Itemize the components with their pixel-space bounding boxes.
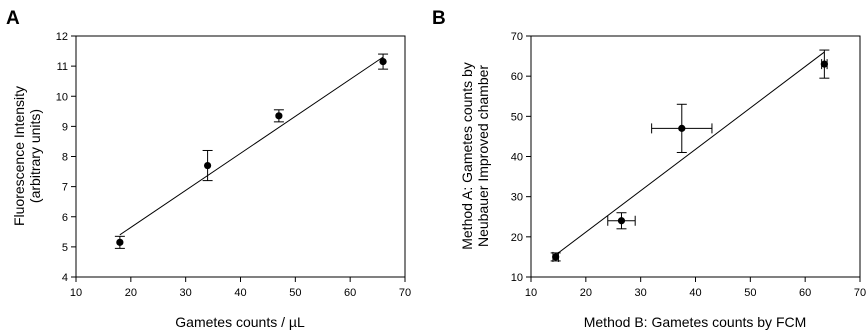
panel-a-x-axis-title: Gametes counts / µL [175, 314, 305, 330]
panel-b-data-point [678, 124, 686, 132]
panel-b-x-axis-title: Method B: Gametes counts by FCM [584, 314, 807, 330]
panel-a-y-tick-label: 12 [56, 31, 68, 43]
panel-b-plot-area [530, 35, 861, 278]
panel-b-data-point [552, 253, 560, 261]
panel-a-fit [119, 56, 384, 236]
panel-a-y-tick-label: 4 [62, 272, 68, 284]
panel-a-x-tick-label: 50 [289, 287, 301, 299]
panel-b-x-tick-label: 30 [635, 287, 647, 299]
panel-b-x-tick-label: 40 [689, 287, 701, 299]
panel-a-y-tick-label: 10 [56, 91, 68, 103]
panel-b-regression-line [555, 51, 825, 256]
panel-b-x-tick-label: 70 [854, 287, 866, 299]
panel-a-y-tick-label: 11 [57, 61, 68, 73]
panel-a-x-tick-label: 30 [180, 287, 192, 299]
panel-b-y-tick-label: 70 [511, 31, 523, 43]
panel-b-label: B [432, 8, 446, 29]
panel-a-points [114, 53, 389, 249]
panel-a-label: A [6, 8, 20, 29]
panel-b-x-tick-label: 20 [580, 287, 592, 299]
panel-a-plot-area [75, 35, 406, 278]
panel-a-y-tick-label: 5 [62, 242, 68, 254]
panel-b-y-tick-label: 20 [511, 232, 523, 244]
panel-a-y-axis-title-line-1: Fluorescence Intensity [11, 86, 27, 226]
panel-a-data-point [275, 112, 283, 120]
panel-a-data-point [379, 58, 387, 66]
panel-b-y-axis-title-line-1: Method A: Gametes counts by [459, 62, 475, 250]
panel-b-ticks: 10 20 30 40 50 60 70 10 20 30 40 50 60 70 [511, 31, 866, 299]
panel-b-y-axis-title-line-2: Neubauer Improved chamber [475, 65, 491, 247]
panel-b-y-tick-label: 60 [511, 71, 523, 83]
panel-a-x-tick-label: 70 [399, 287, 411, 299]
panel-a-y-tick-label: 8 [62, 152, 68, 164]
panel-b-y-tick-label: 40 [511, 152, 523, 164]
panel-b-y-tick-label: 30 [511, 192, 523, 204]
panel-a-x-tick-label: 20 [125, 287, 137, 299]
panel-b-x-tick-label: 50 [744, 287, 756, 299]
panel-b-y-tick-label: 10 [511, 272, 523, 284]
panel-b-fit [555, 51, 825, 256]
panel-a-data-point [204, 161, 212, 170]
panel-b: B 10 20 30 40 50 60 70 10 20 30 40 50 60 70 Method B:… [432, 8, 866, 330]
panel-a-x-tick-label: 40 [234, 287, 246, 299]
panel-a-y-tick-label: 6 [62, 212, 68, 224]
panel-b-points [550, 49, 830, 262]
panel-b-y-tick-label: 50 [511, 111, 523, 123]
panel-a-y-tick-label: 9 [62, 121, 68, 133]
panel-b-data-point [820, 60, 828, 68]
panel-a-x-tick-label: 60 [344, 287, 356, 299]
panel-b-data-point [617, 217, 626, 225]
panel-a: A 10 20 30 40 50 60 70 4 5 6 7 8 9 10 11 12 Gametes cou… [6, 8, 411, 330]
panel-a-y-tick-label: 7 [62, 182, 68, 194]
panel-b-x-tick-label: 60 [799, 287, 811, 299]
panel-a-regression-line [119, 56, 384, 236]
panel-a-x-tick-label: 10 [70, 287, 82, 299]
panel-a-y-axis-title-line-2: (arbitrary units) [27, 109, 43, 203]
panel-b-x-tick-label: 10 [525, 287, 537, 299]
panel-a-ticks: 10 20 30 40 50 60 70 4 5 6 7 8 9 10 11 12 [56, 31, 411, 299]
panel-a-data-point [116, 238, 124, 246]
